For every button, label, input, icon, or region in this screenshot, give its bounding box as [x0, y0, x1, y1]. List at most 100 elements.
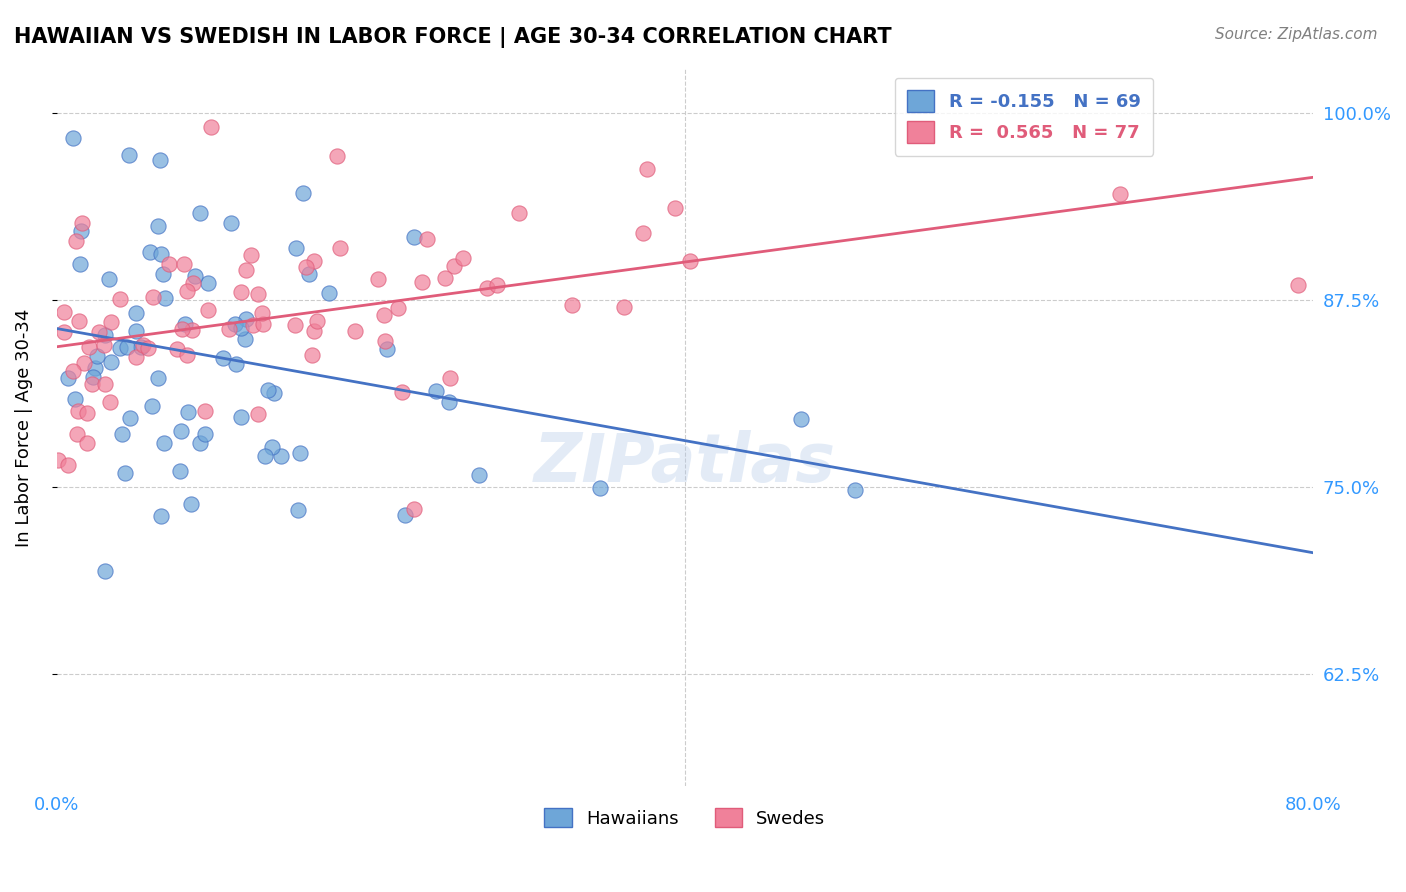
Point [125, 324, 148, 338]
Point [343, 324, 366, 338]
Point [231, 321, 253, 335]
Point [302, 254, 325, 268]
Point [152, 267, 174, 281]
Point [285, 241, 308, 255]
Point [173, 257, 195, 271]
Point [367, 271, 389, 285]
Point [63, 392, 86, 406]
Point [150, 247, 173, 261]
Point [98, 272, 121, 286]
Text: ZIPatlas: ZIPatlas [534, 431, 837, 497]
Point [48, 453, 70, 467]
Point [129, 340, 152, 354]
Point [1286, 277, 1309, 292]
Point [177, 404, 200, 418]
Point [508, 206, 530, 220]
Point [52, 304, 75, 318]
Point [82, 370, 104, 384]
Point [166, 342, 188, 356]
Point [329, 241, 352, 255]
Point [176, 348, 198, 362]
Point [194, 403, 217, 417]
Point [62, 364, 84, 378]
Point [391, 385, 413, 400]
Point [180, 497, 202, 511]
Y-axis label: In Labor Force | Age 30-34: In Labor Force | Age 30-34 [15, 309, 32, 547]
Point [229, 409, 252, 424]
Point [136, 341, 159, 355]
Point [211, 351, 233, 365]
Point [451, 252, 474, 266]
Point [66, 403, 89, 417]
Point [252, 306, 274, 320]
Point [235, 262, 257, 277]
Point [62, 130, 84, 145]
Point [287, 503, 309, 517]
Point [387, 301, 409, 315]
Point [181, 323, 204, 337]
Point [288, 446, 311, 460]
Point [53, 325, 76, 339]
Point [176, 284, 198, 298]
Point [76, 406, 98, 420]
Point [664, 201, 686, 215]
Point [148, 371, 170, 385]
Point [425, 384, 447, 399]
Point [304, 325, 326, 339]
Point [197, 303, 219, 318]
Point [94, 327, 117, 342]
Point [69, 257, 91, 271]
Point [284, 318, 307, 333]
Point [224, 317, 246, 331]
Point [77, 340, 100, 354]
Point [467, 467, 489, 482]
Point [477, 281, 499, 295]
Point [58, 371, 80, 385]
Point [120, 410, 142, 425]
Point [404, 501, 426, 516]
Point [411, 275, 433, 289]
Point [589, 481, 612, 495]
Point [439, 394, 461, 409]
Point [146, 219, 169, 233]
Point [174, 317, 197, 331]
Point [94, 564, 117, 578]
Point [298, 267, 321, 281]
Point [219, 216, 242, 230]
Point [98, 395, 121, 409]
Point [631, 226, 654, 240]
Point [844, 483, 866, 497]
Point [155, 291, 177, 305]
Point [254, 450, 277, 464]
Text: HAWAIIAN VS SWEDISH IN LABOR FORCE | AGE 30-34 CORRELATION CHART: HAWAIIAN VS SWEDISH IN LABOR FORCE | AGE… [14, 27, 891, 48]
Point [225, 357, 247, 371]
Point [169, 464, 191, 478]
Point [233, 332, 256, 346]
Point [295, 260, 318, 275]
Point [114, 466, 136, 480]
Point [373, 308, 395, 322]
Point [263, 386, 285, 401]
Point [194, 426, 217, 441]
Point [242, 318, 264, 332]
Point [188, 206, 211, 220]
Point [434, 270, 457, 285]
Point [679, 253, 702, 268]
Point [197, 276, 219, 290]
Point [141, 399, 163, 413]
Point [149, 153, 172, 168]
Point [291, 186, 314, 200]
Point [80, 376, 103, 391]
Point [1109, 187, 1132, 202]
Point [139, 244, 162, 259]
Point [86, 349, 108, 363]
Point [70, 216, 93, 230]
Point [125, 306, 148, 320]
Point [111, 427, 134, 442]
Point [125, 350, 148, 364]
Point [402, 230, 425, 244]
Point [183, 276, 205, 290]
Point [636, 162, 658, 177]
Point [69, 224, 91, 238]
Point [152, 436, 174, 450]
